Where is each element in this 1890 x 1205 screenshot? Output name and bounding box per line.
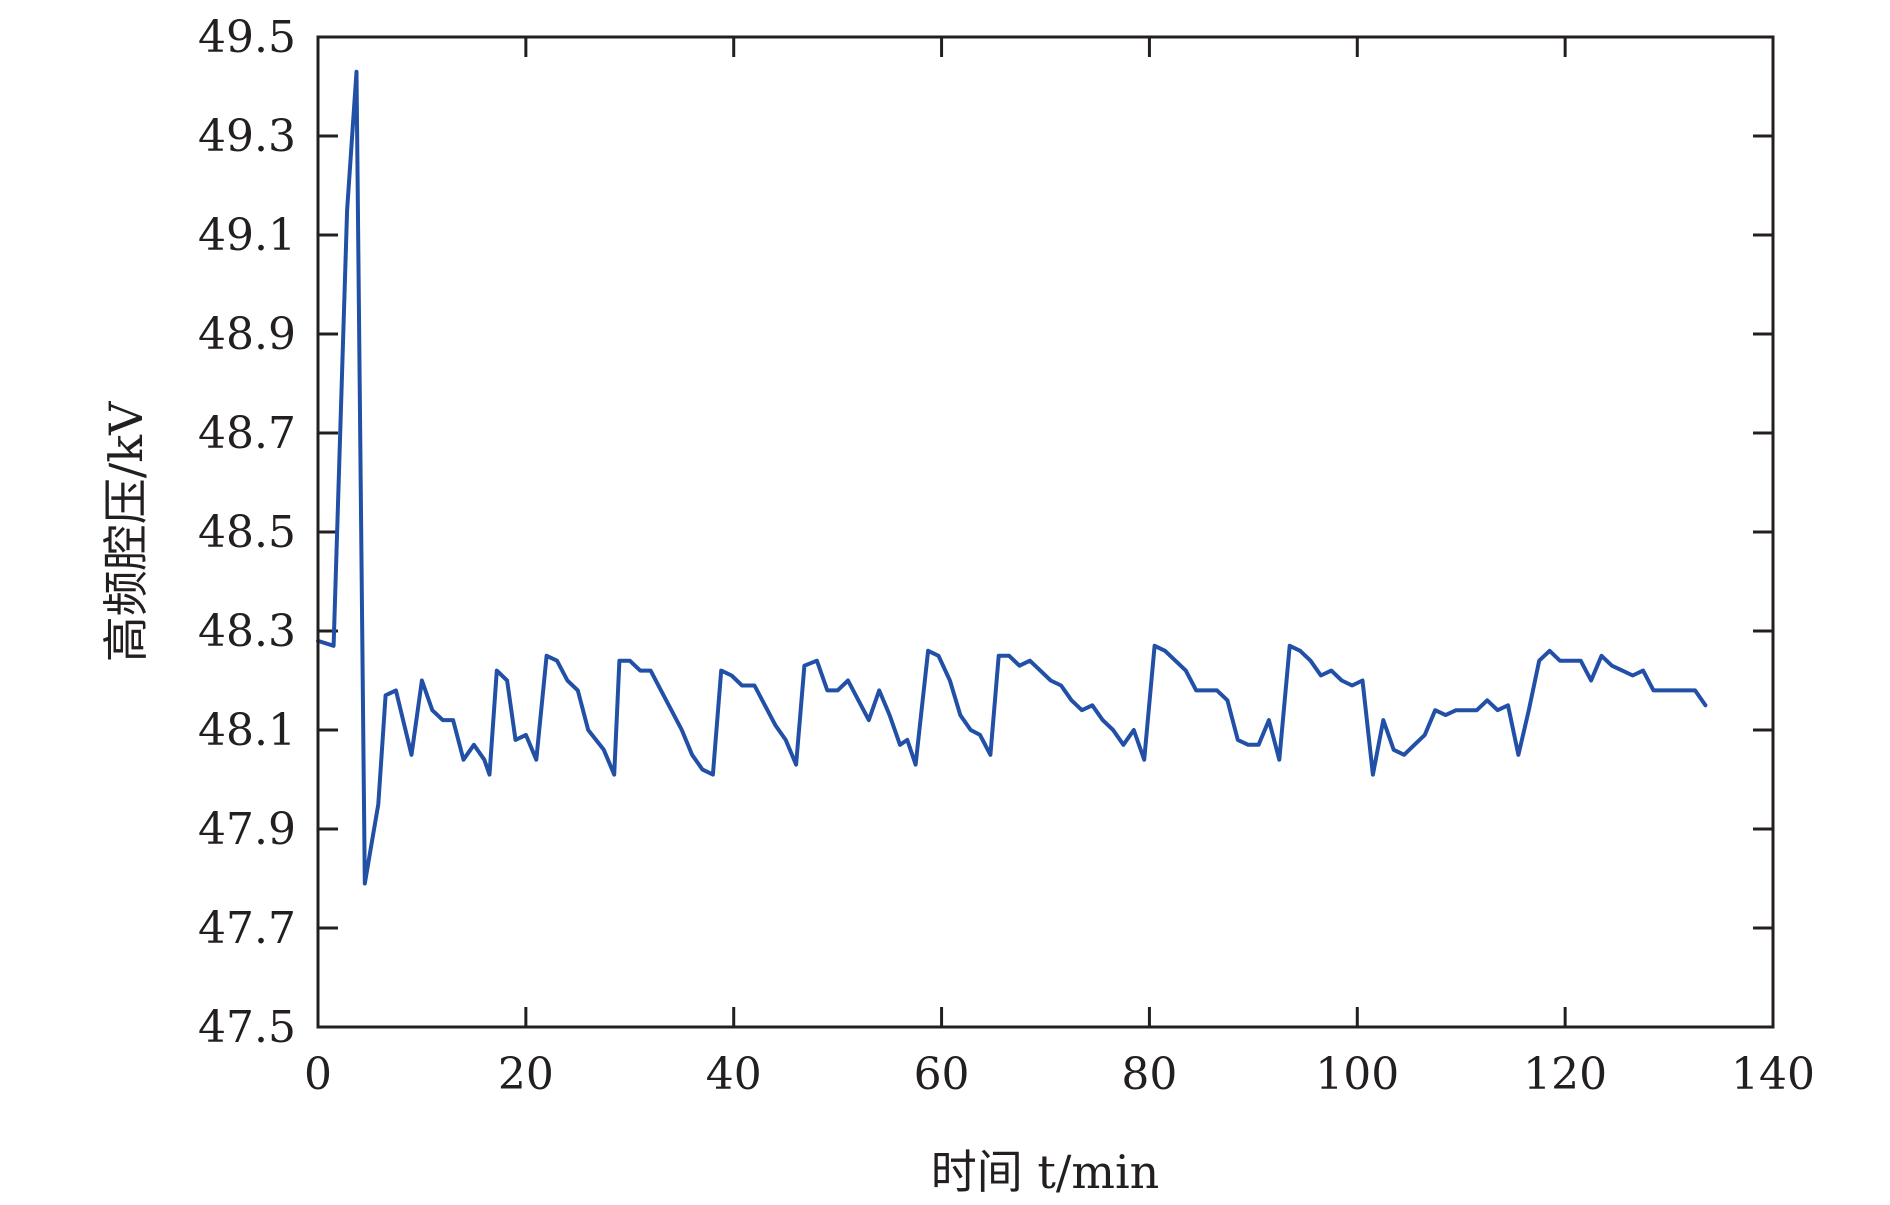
y-tick-label: 47.9 <box>198 804 296 855</box>
plot-frame <box>316 35 1775 1029</box>
axis-ticks <box>316 35 1775 1029</box>
x-tick-label: 140 <box>1731 1049 1815 1100</box>
y-tick-label: 48.1 <box>198 705 296 756</box>
series-line <box>316 69 1708 886</box>
y-tick-label: 48.7 <box>198 408 296 459</box>
y-tick-label: 49.5 <box>198 12 296 63</box>
y-tick-label: 48.3 <box>198 606 296 657</box>
x-tick-label: 120 <box>1523 1049 1607 1100</box>
x-tick-label: 60 <box>914 1049 970 1100</box>
y-tick-label: 49.3 <box>198 111 296 162</box>
x-tick-label: 20 <box>498 1049 554 1100</box>
x-tick-label: 40 <box>706 1049 762 1100</box>
y-tick-labels: 47.5 47.7 47.9 48.1 48.3 48.5 48.7 48.9 49.1 49.3… <box>198 12 296 1053</box>
x-tick-label: 80 <box>1121 1049 1177 1100</box>
y-tick-label: 47.7 <box>198 903 296 954</box>
x-tick-labels: 0 20 40 60 80 100 120 140 <box>304 1049 1815 1100</box>
y-tick-label: 48.9 <box>198 309 296 360</box>
y-axis-label: 高频腔压/kV <box>99 401 153 662</box>
y-tick-label: 48.5 <box>198 507 296 558</box>
x-tick-label: 100 <box>1315 1049 1399 1100</box>
y-tick-label: 47.5 <box>198 1002 296 1053</box>
y-tick-label: 49.1 <box>198 210 296 261</box>
x-axis-label: 时间 t/min <box>931 1145 1160 1199</box>
x-tick-label: 0 <box>304 1049 332 1100</box>
